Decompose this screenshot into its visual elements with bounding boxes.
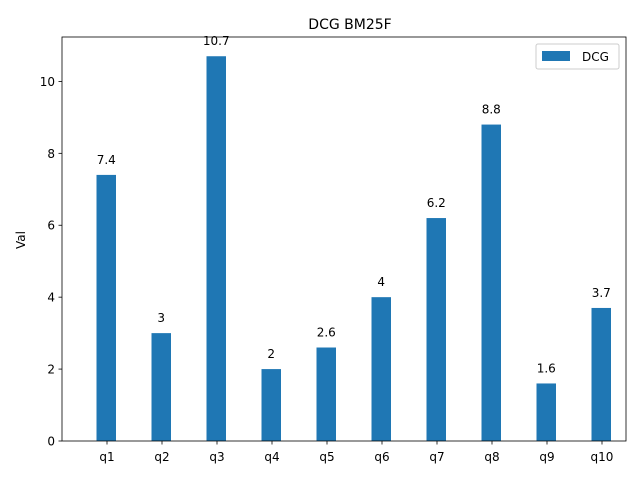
y-axis-title: Val	[14, 231, 28, 249]
x-tick-label-q3: q3	[209, 450, 224, 464]
x-tick-label-q5: q5	[319, 450, 334, 464]
y-ticks: 0 2 4 6 8 10	[40, 75, 62, 449]
data-label-q4: 2	[267, 347, 275, 361]
x-tick-label-q9: q9	[539, 450, 554, 464]
bar-q4	[261, 369, 281, 441]
x-tick-label-q7: q7	[429, 450, 444, 464]
data-label-q6: 4	[377, 275, 385, 289]
bar-q3	[206, 56, 226, 441]
legend: DCG	[535, 43, 620, 70]
legend-swatch	[542, 51, 570, 61]
x-tick-label-q8: q8	[484, 450, 499, 464]
x-tick-label-q6: q6	[374, 450, 389, 464]
bars-layer	[96, 56, 611, 441]
bar-q6	[371, 297, 391, 441]
bar-q10	[591, 307, 611, 441]
data-label-q1: 7.4	[97, 153, 116, 167]
chart-title: DCG BM25F	[308, 17, 391, 33]
data-label-q5: 2.6	[317, 326, 336, 340]
data-labels: 7.4 3 10.7 2 2.6 4 6.2 8.8 1.6 3.7	[97, 34, 611, 375]
bar-q7	[426, 218, 446, 441]
x-tick-label-q1: q1	[99, 450, 114, 464]
y-tick-label-4: 4	[47, 291, 55, 305]
data-label-q2: 3	[157, 311, 165, 325]
legend-label: DCG	[582, 50, 609, 64]
data-label-q7: 6.2	[427, 196, 446, 210]
plot-frame	[61, 36, 627, 442]
bar-q1	[96, 174, 116, 441]
bar-q9	[536, 383, 556, 441]
x-ticks: q1 q2 q3 q4 q5 q6 q7 q8 q9 q10	[99, 441, 613, 464]
y-tick-label-10: 10	[40, 75, 55, 89]
x-tick-label-q4: q4	[264, 450, 279, 464]
bar-q2	[151, 333, 171, 441]
data-label-q8: 8.8	[482, 103, 501, 117]
y-tick-label-6: 6	[47, 219, 55, 233]
y-tick-label-8: 8	[47, 147, 55, 161]
legend-box	[535, 43, 620, 70]
y-tick-label-0: 0	[47, 435, 55, 449]
data-label-q10: 3.7	[592, 286, 611, 300]
bar-q8	[481, 124, 501, 441]
data-label-q3: 10.7	[203, 34, 230, 48]
data-label-q9: 1.6	[537, 361, 556, 375]
x-tick-label-q10: q10	[591, 450, 614, 464]
bar-q5	[316, 347, 336, 441]
y-tick-label-2: 2	[47, 363, 55, 377]
x-tick-label-q2: q2	[154, 450, 169, 464]
